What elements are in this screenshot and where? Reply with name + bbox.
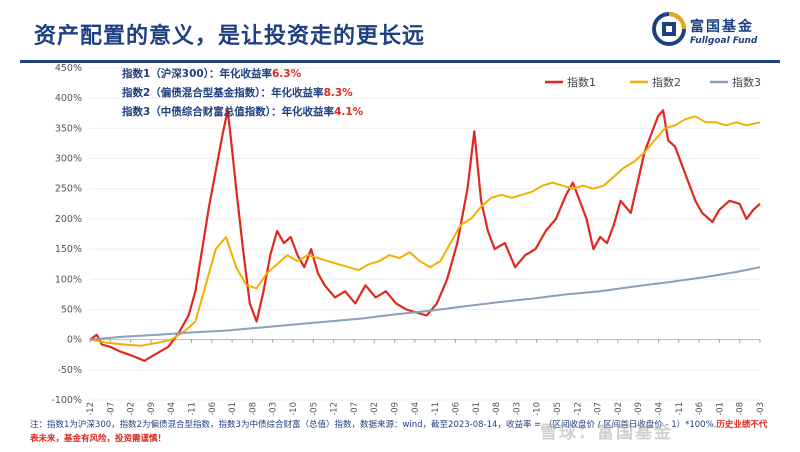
annotation-rate-label: 年化收益率 (219, 68, 272, 80)
x-tick-label: 2019-02 (614, 402, 624, 415)
y-tick-label: 350% (55, 123, 82, 134)
logo-cn-text: 富国基金 (690, 19, 754, 35)
watermark: 雪球：富国基金 (540, 423, 673, 443)
annotation-rate: 6.3% (271, 68, 302, 80)
y-tick-label: 50% (61, 304, 82, 315)
series-line-指数3 (89, 266, 761, 341)
x-tick-label: 2008-01 (228, 402, 238, 415)
y-tick-label: -50% (57, 365, 82, 376)
x-tick-label: 2021-06 (695, 402, 705, 415)
x-tick-label: 2018-07 (594, 402, 604, 415)
x-tick-label: 2022-01 (715, 402, 725, 415)
x-tick-label: 2004-07 (106, 402, 116, 415)
x-tick-label: 2014-06 (451, 402, 461, 415)
x-tick-label: 2006-11 (188, 402, 198, 415)
page-title: 资产配置的意义，是让投资走的更长远 (34, 24, 426, 49)
series-line-指数2 (89, 115, 761, 347)
x-tick-label: 2017-12 (573, 402, 583, 415)
x-tick-label: 2017-05 (553, 402, 563, 415)
line-chart: 450% 400% 350% 300% 250% 200% 150% 100% 50% 0% -50… (51, 63, 766, 415)
legend-label: 指数1 (567, 75, 596, 89)
series-line-指数1 (89, 109, 761, 362)
annotation-label: 指数1（沪深300）： (122, 68, 220, 80)
x-tick-label: 2008-08 (248, 402, 258, 415)
annotation-rate: 4.1% (334, 106, 364, 118)
annotation-rate-label: 年化收益率 (271, 87, 324, 99)
x-tick-label: 2011-07 (350, 402, 360, 415)
x-tick-label: 2007-06 (208, 402, 218, 415)
x-tick-label: 2022-08 (736, 402, 746, 415)
x-tick-label: 2005-09 (147, 402, 157, 415)
legend-label: 指数2 (652, 75, 681, 89)
legend-label: 指数3 (732, 75, 761, 89)
annotation-label: 指数3（中债综合财富总值指数）： (122, 106, 282, 118)
annotation-label: 指数2（偏债混合型基金指数）： (122, 87, 272, 99)
x-tick-label: 2013-11 (431, 402, 441, 415)
x-tick-label: 2005-02 (127, 402, 137, 415)
y-tick-label: 300% (55, 154, 82, 165)
annotation-rate-label: 年化收益率 (281, 106, 335, 118)
y-tick-label: 250% (55, 184, 82, 195)
x-tick-label: 2015-01 (472, 402, 482, 415)
x-tick-label: 2003-12 (86, 402, 96, 415)
y-tick-label: 400% (55, 93, 82, 104)
logo-en-text: Fullgoal Fund (690, 36, 758, 46)
x-tick-label: 2009-03 (269, 402, 279, 415)
x-tick-label: 2016-03 (512, 402, 522, 415)
brand-logo: 富国基金 Fullgoal Fund (652, 10, 784, 54)
x-tick-label: 2020-04 (654, 402, 664, 415)
y-tick-label: -100% (51, 395, 82, 406)
x-tick-label: 2012-09 (391, 402, 401, 415)
x-tick-label: 2023-03 (756, 402, 766, 415)
x-tick-label: 2019-09 (634, 402, 644, 415)
fullgoal-logo-icon (652, 12, 686, 46)
y-tick-label: 200% (55, 214, 82, 225)
x-tick-label: 2012-02 (370, 402, 380, 415)
y-tick-label: 450% (55, 63, 82, 74)
y-tick-label: 100% (55, 274, 82, 285)
y-tick-label: 150% (55, 244, 82, 255)
footnote-warning: 历史业绩不代表未来，基金有风险，投资需谨慎！ (30, 420, 768, 444)
annotation-rate: 8.3% (323, 87, 353, 99)
footnote-text: 注：指数1为沪深300，指数2为偏债混合型指数，指数3为中债综合财富（总值）指数… (30, 420, 717, 430)
annotation-index3: 指数3（中债综合财富总值指数）：年化收益率4.1% (122, 104, 363, 119)
x-tick-label: 2010-05 (309, 402, 319, 415)
x-tick-label: 2006-04 (167, 402, 177, 415)
x-tick-label: 2013-04 (411, 402, 421, 415)
y-tick-label: 0% (67, 335, 82, 346)
footnote: 注：指数1为沪深300，指数2为偏债混合型指数，指数3为中债综合财富（总值）指数… (30, 418, 775, 446)
x-tick-label: 2016-10 (533, 402, 543, 415)
x-tick-label: 2009-10 (289, 402, 299, 415)
annotation-index2: 指数2（偏债混合型基金指数）：年化收益率8.3% (122, 85, 353, 100)
x-tick-label: 2020-11 (675, 402, 685, 415)
annotation-index1: 指数1（沪深300）：年化收益率6.3% (122, 66, 301, 81)
x-tick-label: 2010-12 (330, 402, 340, 415)
x-tick-label: 2015-08 (492, 402, 502, 415)
header-divider (20, 60, 780, 63)
